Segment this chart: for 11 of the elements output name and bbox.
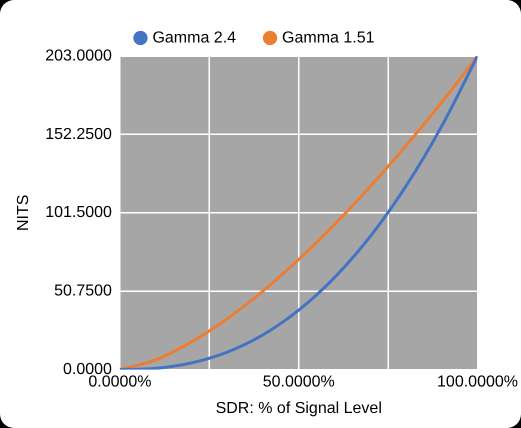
- y-tick-label: 50.7500: [54, 282, 112, 300]
- x-tick-label: 50.0000%: [262, 374, 335, 391]
- legend-label: Gamma 1.51: [282, 29, 375, 46]
- legend-label: Gamma 2.4: [152, 29, 236, 46]
- x-axis-title: SDR: % of Signal Level: [216, 400, 382, 417]
- y-tick-label: 203.0000: [45, 47, 112, 64]
- y-axis-title: NITS: [15, 194, 32, 232]
- y-tick-label: 101.5000: [45, 204, 112, 222]
- y-tick-label: 152.2500: [45, 126, 112, 143]
- x-tick-label: 100.0000%: [437, 374, 518, 391]
- line-series: [120, 56, 478, 370]
